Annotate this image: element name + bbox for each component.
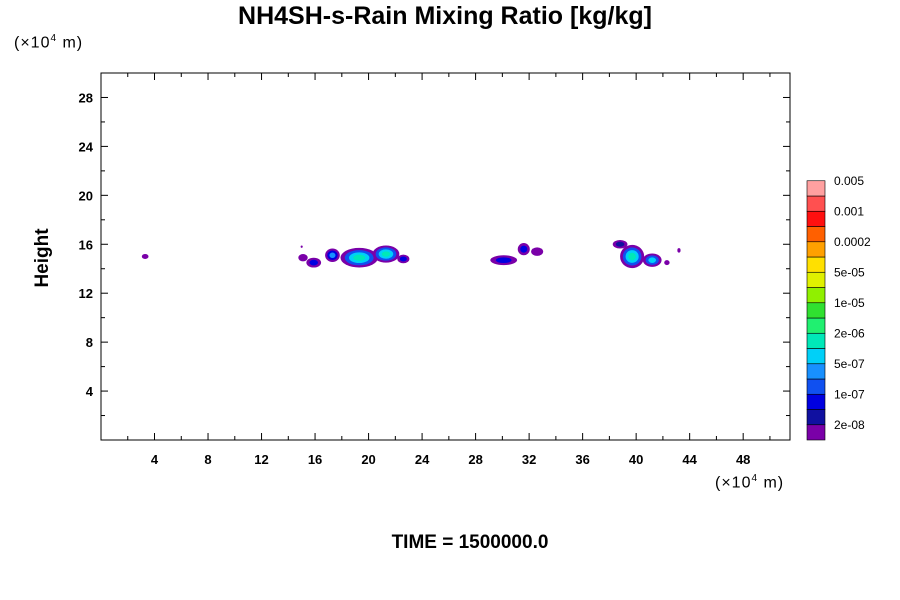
- y-tick-label: 24: [79, 139, 94, 154]
- colorbar-swatch: [806, 195, 826, 212]
- x-tick-label: 40: [629, 452, 643, 467]
- data-blob: [141, 254, 149, 259]
- data-blob: [490, 255, 518, 266]
- time-label: TIME = 1500000.0: [391, 532, 549, 553]
- colorbar-label: 0.005: [834, 174, 864, 188]
- colorbar-swatch: [806, 271, 826, 288]
- chart-title: NH4SH-s-Rain Mixing Ratio [kg/kg]: [238, 2, 652, 30]
- y-unit-suffix: m): [57, 34, 84, 52]
- data-blob: [620, 244, 645, 269]
- colorbar-swatch: [806, 302, 826, 319]
- colorbar-swatch: [806, 332, 826, 349]
- colorbar-swatch: [806, 256, 826, 273]
- x-tick-label: 24: [415, 452, 430, 467]
- colorbar-swatch: [806, 363, 826, 380]
- y-axis: 4 8 12 16 20 24 28: [79, 72, 790, 417]
- blob-contour-level: [648, 257, 657, 263]
- data-blob: [298, 254, 308, 262]
- data-blob: [664, 260, 670, 266]
- data-blob: [300, 245, 303, 248]
- colorbar-label: 1e-05: [834, 296, 865, 310]
- blob-contour-level: [141, 254, 149, 259]
- data-blob: [306, 257, 322, 268]
- x-tick-label: 4: [151, 452, 159, 467]
- y-tick-label: 8: [86, 335, 93, 350]
- blob-contour-level: [495, 257, 512, 264]
- blob-contour-level: [664, 260, 670, 266]
- colorbar-swatch: [806, 241, 826, 258]
- data-blob: [340, 247, 378, 268]
- x-tick-label: 12: [254, 452, 268, 467]
- x-tick-label: 48: [736, 452, 750, 467]
- colorbar-label: 0.001: [834, 204, 864, 218]
- data-blob: [397, 254, 410, 264]
- blob-contour-level: [353, 254, 366, 261]
- colorbar-swatch: [806, 409, 826, 426]
- x-tick-label: 20: [361, 452, 375, 467]
- blob-contour-level: [300, 245, 303, 248]
- plot-frame: [100, 72, 791, 441]
- y-unit-prefix: (×10: [14, 34, 51, 52]
- colorbar-swatch: [806, 393, 826, 410]
- data-blob: [531, 247, 544, 256]
- blob-contour-level: [399, 256, 407, 262]
- plot-data-layer: [141, 239, 681, 269]
- data-blob: [372, 245, 400, 263]
- colorbar-swatch: [806, 348, 826, 365]
- data-blob: [517, 243, 530, 256]
- x-tick-label: 32: [522, 452, 536, 467]
- x-axis: 4 8 12 16 20 24 28 32 36 40 44 48: [127, 73, 771, 467]
- colorbar-label: 1e-07: [834, 387, 865, 401]
- y-axis-unit: (×104 m): [14, 33, 83, 52]
- x-tick-label: 28: [468, 452, 482, 467]
- colorbar-label: 2e-06: [834, 326, 865, 340]
- colorbar-swatch: [806, 317, 826, 334]
- y-tick-label: 4: [86, 384, 94, 399]
- x-tick-label: 16: [308, 452, 322, 467]
- x-unit-exponent: 4: [751, 473, 759, 484]
- blob-contour-level: [309, 259, 319, 266]
- blob-contour-level: [628, 252, 636, 261]
- blob-contour-level: [298, 254, 308, 262]
- colorbar-swatch: [806, 287, 826, 304]
- x-tick-label: 36: [575, 452, 589, 467]
- blob-contour-level: [520, 245, 528, 253]
- blob-contour-level: [381, 251, 391, 257]
- x-unit-prefix: (×10: [715, 474, 752, 492]
- y-tick-label: 28: [79, 90, 93, 105]
- x-axis-unit: (×104 m): [715, 473, 784, 492]
- y-tick-label: 16: [79, 237, 93, 252]
- data-blob: [677, 248, 681, 253]
- blob-contour-level: [615, 241, 625, 247]
- colorbar-swatch: [806, 226, 826, 243]
- colorbar: 2e-08 1e-07 5e-07 2e-06 1e-05 5e-05 0.0002 0.00…: [806, 174, 871, 441]
- blob-contour-level: [531, 247, 544, 256]
- colorbar-swatch: [806, 378, 826, 395]
- colorbar-label: 2e-08: [834, 418, 865, 432]
- blob-contour-level: [329, 252, 336, 259]
- x-tick-label: 8: [204, 452, 211, 467]
- colorbar-swatch: [806, 180, 826, 197]
- blob-contour-level: [677, 248, 681, 253]
- colorbar-label: 5e-07: [834, 357, 865, 371]
- y-tick-label: 20: [79, 188, 93, 203]
- data-blob: [642, 253, 662, 267]
- colorbar-swatch: [806, 424, 826, 441]
- x-tick-label: 44: [682, 452, 697, 467]
- y-tick-label: 12: [79, 286, 93, 301]
- data-blob: [612, 239, 628, 249]
- y-unit-exponent: 4: [50, 33, 58, 44]
- colorbar-label: 0.0002: [834, 235, 871, 249]
- colorbar-label: 5e-05: [834, 265, 865, 279]
- data-blob: [325, 248, 340, 263]
- colorbar-swatch: [806, 210, 826, 227]
- x-unit-suffix: m): [758, 474, 785, 492]
